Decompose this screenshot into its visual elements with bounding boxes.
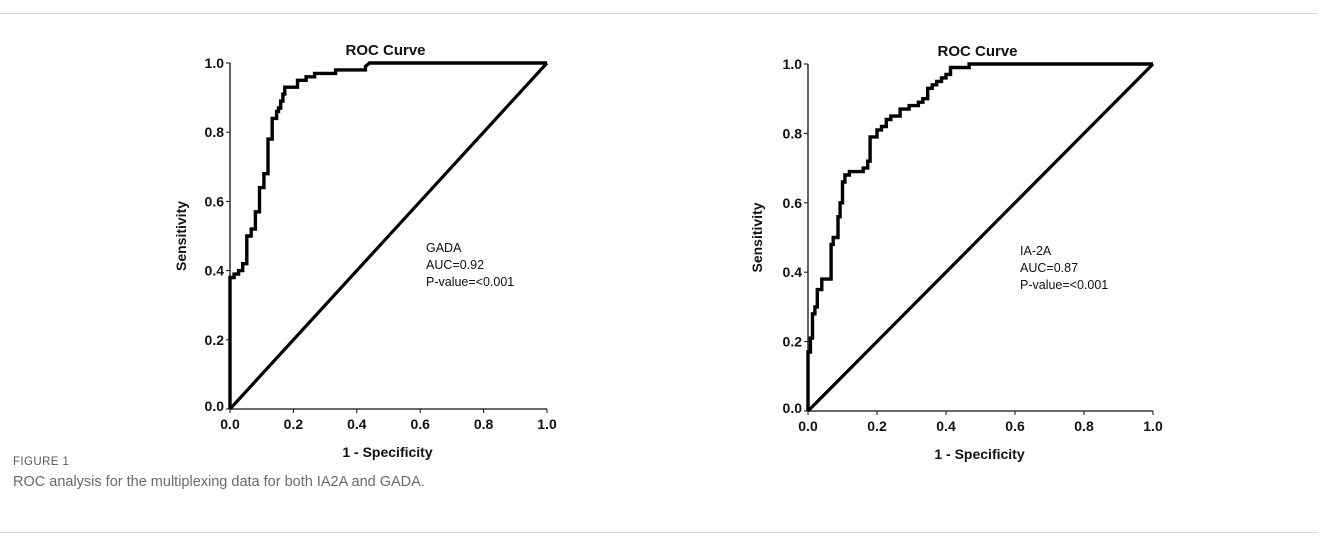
roc-curve-line xyxy=(228,61,547,409)
chart-panel-ia2a: ROC Curve 0.0 0.2 0.4 0.6 0.8 1.0 0.0 0.2 0.4 0.6 0… xyxy=(749,43,1163,462)
y-tick-label: 0.8 xyxy=(205,124,225,140)
y-axis-title: Sensitivity xyxy=(749,202,765,272)
y-tick-label: 0.2 xyxy=(205,332,225,348)
y-tick-label: 1.0 xyxy=(205,55,225,71)
x-tick-label: 0.8 xyxy=(1074,418,1094,434)
y-axis-title: Sensitivity xyxy=(173,201,189,271)
x-tick-label: 0.6 xyxy=(410,416,430,432)
x-tick-label: 1.0 xyxy=(537,416,557,432)
y-tick-label: 0.0 xyxy=(205,398,225,414)
reference-diagonal-line xyxy=(228,61,549,411)
y-tick-label: 0.4 xyxy=(783,264,803,280)
y-tick-label: 1.0 xyxy=(783,56,803,72)
reference-diagonal-line xyxy=(806,62,1155,413)
y-tick-label: 0.4 xyxy=(205,263,225,279)
x-tick-label: 0.0 xyxy=(220,416,240,432)
x-axis-title: 1 - Specificity xyxy=(342,444,432,460)
chart-panel-gada: ROC Curve 0.0 0.2 0.4 0.6 0.8 1.0 0.0 0.2 0.4 0.6 0… xyxy=(173,42,557,460)
annotation-line: P-value=<0.001 xyxy=(1020,278,1108,292)
x-tick-label: 0.2 xyxy=(867,418,887,434)
annotation-line: IA-2A xyxy=(1020,244,1052,258)
y-tick-label: 0.6 xyxy=(783,195,803,211)
x-tick-label: 0.0 xyxy=(798,418,818,434)
roc-curve-line xyxy=(806,62,1153,411)
x-tick-label: 0.6 xyxy=(1005,418,1025,434)
x-axis-title: 1 - Specificity xyxy=(934,446,1024,462)
x-tick-label: 0.8 xyxy=(474,416,494,432)
figure-frame xyxy=(0,13,1318,533)
annotation-line: AUC=0.87 xyxy=(1020,261,1078,275)
x-tick-label: 0.4 xyxy=(936,418,956,434)
y-tick-label: 0.2 xyxy=(783,334,803,350)
x-tick-label: 0.2 xyxy=(284,416,304,432)
y-tick-label: 0.6 xyxy=(205,193,225,209)
chart-title: ROC Curve xyxy=(937,43,1017,60)
x-tick-label: 1.0 xyxy=(1143,418,1163,434)
y-tick-label: 0.8 xyxy=(783,125,803,141)
chart-title: ROC Curve xyxy=(345,42,425,59)
figure-caption: ROC analysis for the multiplexing data f… xyxy=(13,474,425,490)
x-tick-label: 0.4 xyxy=(347,416,367,432)
annotation-line: AUC=0.92 xyxy=(426,258,484,272)
annotation-line: GADA xyxy=(426,241,462,255)
y-tick-label: 0.0 xyxy=(783,400,803,416)
annotation-line: P-value=<0.001 xyxy=(426,275,514,289)
figure-label: FIGURE 1 xyxy=(13,456,70,468)
